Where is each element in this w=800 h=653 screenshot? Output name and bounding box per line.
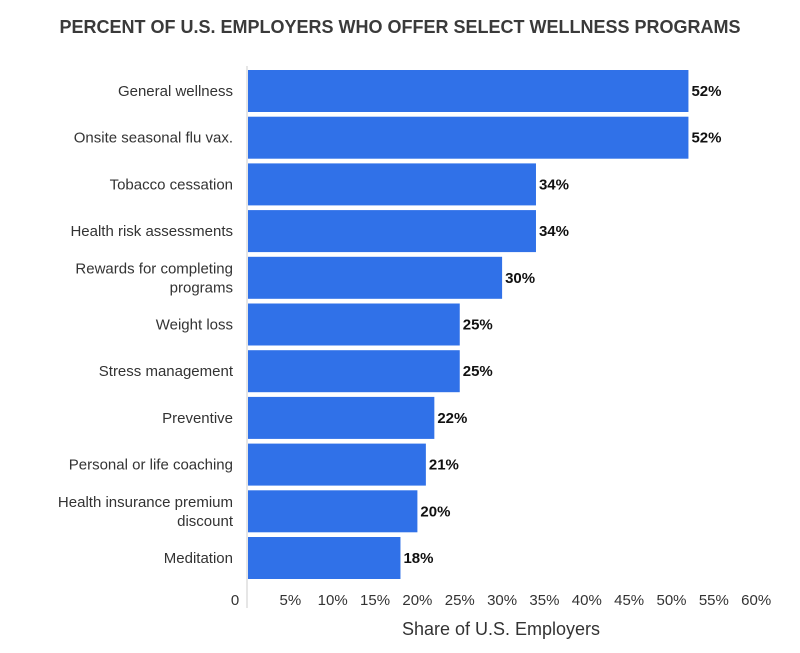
- category-label: Tobacco cessation: [110, 176, 233, 193]
- category-label: Personal or life coaching: [69, 457, 233, 474]
- x-tick-label: 20%: [402, 592, 432, 609]
- category-label: discount: [177, 513, 234, 530]
- x-tick-label: 10%: [318, 592, 348, 609]
- bar: [248, 163, 536, 206]
- data-label: 18%: [403, 550, 433, 567]
- bar: [248, 443, 426, 486]
- x-tick-label: 0: [231, 592, 239, 609]
- x-tick-label: 25%: [445, 592, 475, 609]
- data-label: 34%: [539, 176, 569, 193]
- x-tick-label: 50%: [656, 592, 686, 609]
- x-tick-label: 55%: [699, 592, 729, 609]
- category-label: Preventive: [162, 410, 233, 427]
- x-tick-label: 45%: [614, 592, 644, 609]
- data-label: 25%: [463, 317, 493, 334]
- bar: [248, 303, 460, 346]
- x-tick-label: 15%: [360, 592, 390, 609]
- category-label: Health insurance premium: [58, 494, 233, 511]
- data-label: 20%: [420, 503, 450, 520]
- category-label: Stress management: [99, 363, 234, 380]
- data-label: 52%: [691, 130, 721, 147]
- x-tick-label: 40%: [572, 592, 602, 609]
- x-ticks-layer: 0 5% 10% 15% 20% 25% 30% 35% 40% 45% 50% 55% 60%: [231, 592, 771, 609]
- x-axis-title: Share of U.S. Employers: [402, 619, 600, 639]
- x-tick-label: 60%: [741, 592, 771, 609]
- bar: [248, 256, 503, 299]
- bar: [248, 70, 689, 112]
- category-label: programs: [170, 279, 233, 296]
- data-label: 21%: [429, 457, 459, 474]
- x-tick-label: 35%: [529, 592, 559, 609]
- bar: [248, 537, 401, 579]
- category-label: Onsite seasonal flu vax.: [74, 130, 233, 147]
- bars-layer: 52% 52% 34% 34% 30% 25% 25% 22% 21% 20% 18%: [248, 70, 721, 579]
- bar: [248, 210, 536, 253]
- category-label: Health risk assessments: [70, 223, 233, 240]
- bar: [248, 350, 460, 393]
- data-label: 34%: [539, 223, 569, 240]
- category-label: Meditation: [164, 550, 233, 567]
- category-label: Weight loss: [156, 317, 233, 334]
- data-label: 30%: [505, 270, 535, 287]
- chart-title: PERCENT OF U.S. EMPLOYERS WHO OFFER SELE…: [59, 17, 741, 37]
- bar: [248, 116, 689, 159]
- category-label: Rewards for completing: [75, 260, 233, 277]
- category-labels-layer: General wellness Onsite seasonal flu vax.…: [58, 83, 234, 567]
- x-tick-label: 30%: [487, 592, 517, 609]
- bar: [248, 490, 418, 533]
- category-label: General wellness: [118, 83, 233, 100]
- data-label: 25%: [463, 363, 493, 380]
- data-label: 52%: [691, 83, 721, 100]
- data-label: 22%: [437, 410, 467, 427]
- x-tick-label: 5%: [280, 592, 302, 609]
- bar: [248, 396, 435, 439]
